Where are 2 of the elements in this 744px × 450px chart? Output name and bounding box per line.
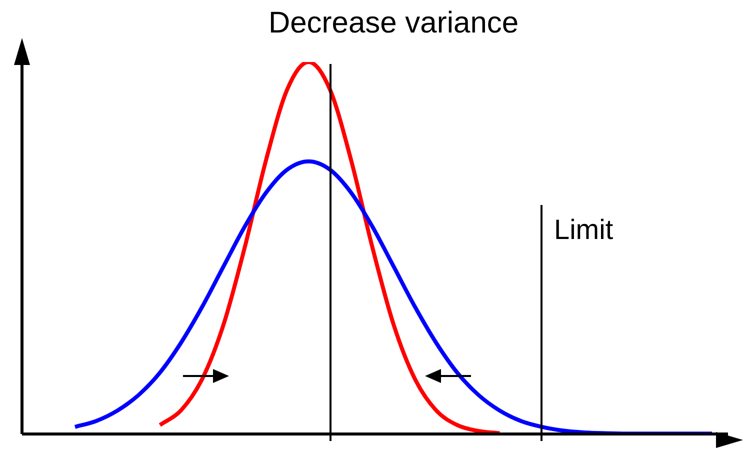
annotation: Limit [554,214,614,246]
chart-title: Decrease variance [268,6,519,40]
